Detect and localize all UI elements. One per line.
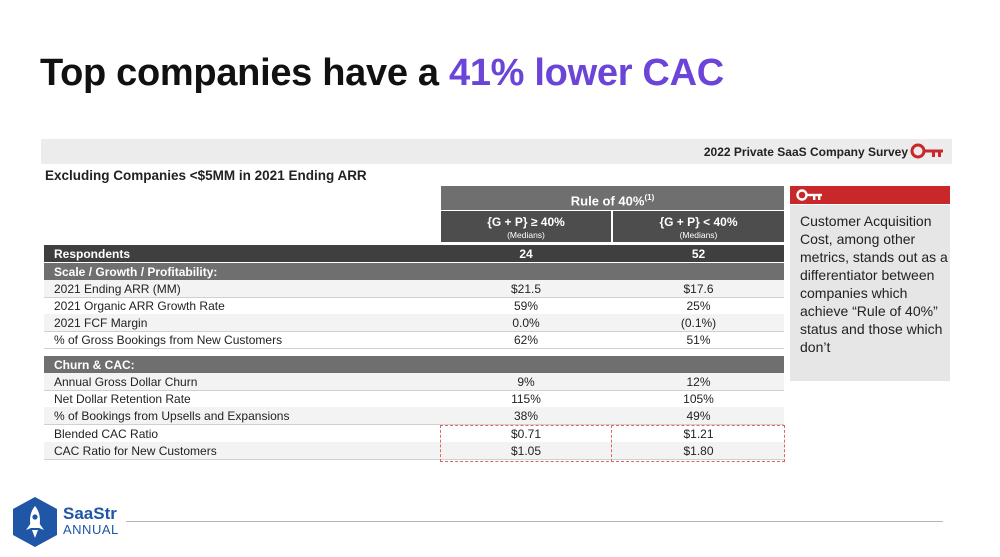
row-value: 12% [686,375,711,389]
column-header-label: {G + P} < 40% [659,215,738,229]
section-header-churn: Churn & CAC: [44,356,784,373]
rule-header-label: Rule of 40% [570,193,645,209]
key-icon [796,189,822,201]
cac-highlight-box [440,425,785,462]
row-label: CAC Ratio for New Customers [54,444,217,458]
table-subtitle: Excluding Companies <$5MM in 2021 Ending… [45,168,367,183]
note-text: Customer Acquisition Cost, among other m… [800,213,948,355]
section-label: Churn & CAC: [54,358,135,372]
column-header-sub: (Medians) [679,230,718,240]
table-row: 2021 Ending ARR (MM) $21.5 $17.6 [44,280,784,298]
row-value: $1.21 [683,427,714,441]
note-header [790,186,950,204]
row-value: $21.5 [510,282,542,296]
logo-subtitle: ANNUAL [63,522,119,537]
column-header-below-40: {G + P} < 40% (Medians) [613,211,784,242]
table-row: 2021 FCF Margin 0.0% (0.1%) [44,314,784,332]
row-label: % of Bookings from Upsells and Expansion… [54,409,290,423]
row-label: Blended CAC Ratio [54,427,159,441]
row-value: 105% [683,392,714,406]
row-value: 59% [513,299,539,313]
row-label: Annual Gross Dollar Churn [54,375,198,389]
respondents-row: Respondents 24 52 [44,245,784,262]
row-value: 25% [686,299,711,313]
column-header-sub: (Medians) [507,230,545,240]
table-row: Net Dollar Retention Rate 115% 105% [44,390,784,408]
key-icon [910,143,943,159]
rule-of-40-header: Rule of 40%(1) [441,186,784,210]
rule-header-footnote: (1) [644,193,655,202]
saastr-logo-icon [13,497,57,547]
row-value: $1.05 [510,444,542,458]
row-value: (0.1%) [680,316,717,330]
row-value: 62% [513,333,539,347]
row-value: 51% [686,333,711,347]
section-header-scale: Scale / Growth / Profitability: [44,263,784,280]
table-row: Annual Gross Dollar Churn 9% 12% [44,373,784,391]
row-label: 2021 Organic ARR Growth Rate [54,299,225,313]
row-value: 52 [691,247,706,261]
row-value: 0.0% [512,316,540,330]
row-label: 2021 Ending ARR (MM) [54,282,181,296]
slide-title: Top companies have a 41% lower CAC [40,52,724,95]
row-value: 24 [519,247,533,261]
column-header-above-40: {G + P} ≥ 40% (Medians) [441,211,611,242]
survey-banner: 2022 Private SaaS Company Survey [41,139,952,164]
section-label: Scale / Growth / Profitability: [54,265,218,279]
row-value: 9% [517,375,535,389]
row-value: 38% [513,409,539,423]
table-row: % of Bookings from Upsells and Expansion… [44,407,784,425]
logo-name: SaaStr [63,504,117,523]
note-panel: Customer Acquisition Cost, among other m… [790,205,950,381]
footer-divider [126,521,943,522]
row-label: % of Gross Bookings from New Customers [54,333,283,347]
table-row: 2021 Organic ARR Growth Rate 59% 25% [44,297,784,315]
banner-text: 2022 Private SaaS Company Survey [703,145,908,159]
title-accent: 41% lower CAC [449,52,724,94]
column-header-label: {G + P} ≥ 40% [487,215,565,229]
row-value: 115% [511,392,541,406]
title-prefix: Top companies have a [40,52,450,94]
row-value: 49% [686,409,711,423]
cac-highlight-divider [611,425,612,462]
row-value: $17.6 [683,282,714,296]
table-row: CAC Ratio for New Customers $1.05 $1.80 [44,442,784,460]
row-value: $0.71 [510,427,542,441]
row-value: $1.80 [683,444,714,458]
row-label: Respondents [54,247,131,261]
row-label: 2021 FCF Margin [54,316,148,330]
row-label: Net Dollar Retention Rate [54,392,191,406]
table-row: % of Gross Bookings from New Customers 6… [44,331,784,349]
